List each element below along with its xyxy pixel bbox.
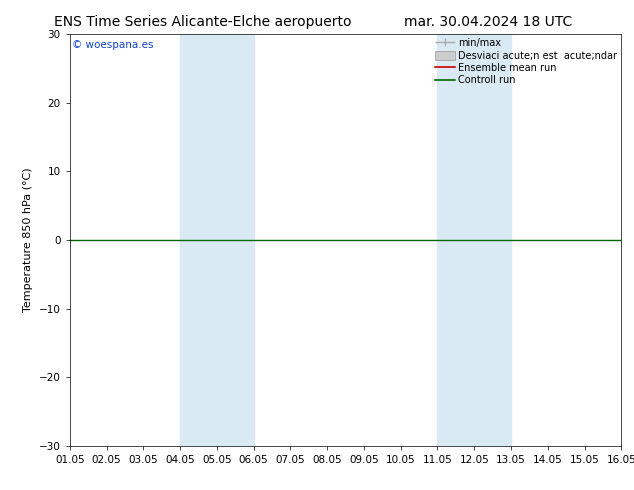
Legend: min/max, Desviaci acute;n est  acute;ndar, Ensemble mean run, Controll run: min/max, Desviaci acute;n est acute;ndar…	[433, 36, 619, 87]
Text: ENS Time Series Alicante-Elche aeropuerto: ENS Time Series Alicante-Elche aeropuert…	[54, 15, 352, 29]
Text: mar. 30.04.2024 18 UTC: mar. 30.04.2024 18 UTC	[404, 15, 573, 29]
Bar	[437, 34, 511, 446]
Text: © woespana.es: © woespana.es	[72, 41, 154, 50]
Bar	[180, 34, 254, 446]
Title: ENS Time Series Alicante-Elche aeropuerto      mar. 30.04.2024 18 UTC: ENS Time Series Alicante-Elche aeropuert…	[0, 489, 1, 490]
Y-axis label: Temperature 850 hPa (°C): Temperature 850 hPa (°C)	[23, 168, 33, 313]
